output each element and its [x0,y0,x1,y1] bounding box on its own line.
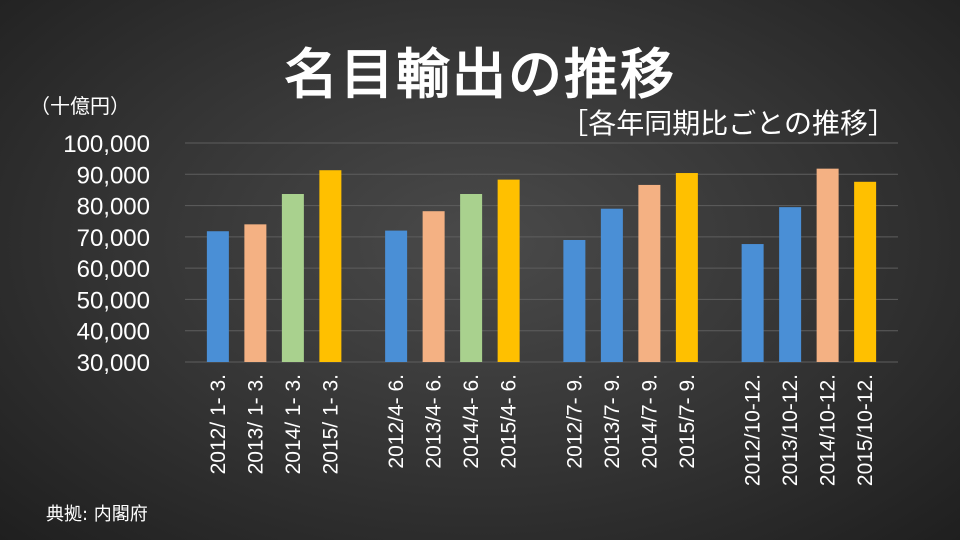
y-tick-label: 50,000 [77,287,150,314]
bar [319,170,342,362]
y-tick-label: 70,000 [77,225,150,252]
bar [244,224,267,362]
x-tick-label: 2014/10-12. [817,374,840,486]
bar [206,231,229,362]
bar [854,181,877,362]
y-tick-label: 100,000 [63,131,150,158]
bar [422,211,445,362]
bar [675,173,698,362]
y-tick-label: 90,000 [77,162,150,189]
x-tick-label: 2015/4- 6. [498,374,521,469]
bar [281,193,304,362]
bar [563,239,586,362]
x-tick-label: 2013/ 1- 3. [244,374,267,474]
x-tick-label: 2015/10-12. [854,374,877,486]
bar [460,193,483,362]
source-note: 典拠: 内閣府 [46,504,148,525]
x-tick-label: 2015/7- 9. [676,374,699,469]
bar [385,230,408,362]
x-tick-label: 2014/4- 6. [460,374,483,469]
x-tick-label: 2014/ 1- 3. [282,374,305,474]
x-tick-label: 2012/7- 9. [563,374,586,469]
bar [497,179,520,362]
bar [779,207,802,362]
x-tick-label: 2012/10-12. [742,374,765,486]
bars [206,168,877,362]
x-tick-label: 2012/4- 6. [385,374,408,469]
chart-subtitle: ［各年同期比ごとの推移］ [560,107,896,140]
bar [638,184,661,362]
x-tick-label: 2014/7- 9. [638,374,661,469]
y-unit-label: （十億円） [30,94,130,118]
y-tick-label: 80,000 [77,194,150,221]
x-tick-label: 2013/4- 6. [423,374,446,469]
y-tick-label: 30,000 [77,350,150,377]
x-tick-label: 2012/ 1- 3. [207,374,230,474]
bar [741,244,764,362]
chart-title: 名目輸出の推移 [284,43,676,106]
bar [816,168,839,362]
y-axis-ticks: 100,000 90,000 80,000 70,000 60,000 50,000 40,… [63,131,150,377]
x-tick-label: 2013/10-12. [779,374,802,486]
y-tick-label: 40,000 [77,319,150,346]
x-axis-ticks: 2012/ 1- 3. 2013/ 1- 3. 2014/ 1- 3. 2015/ 1… [207,374,877,486]
bar [600,208,623,362]
x-tick-label: 2013/7- 9. [601,374,624,469]
x-tick-label: 2015/ 1- 3. [319,374,342,474]
y-tick-label: 60,000 [77,256,150,283]
